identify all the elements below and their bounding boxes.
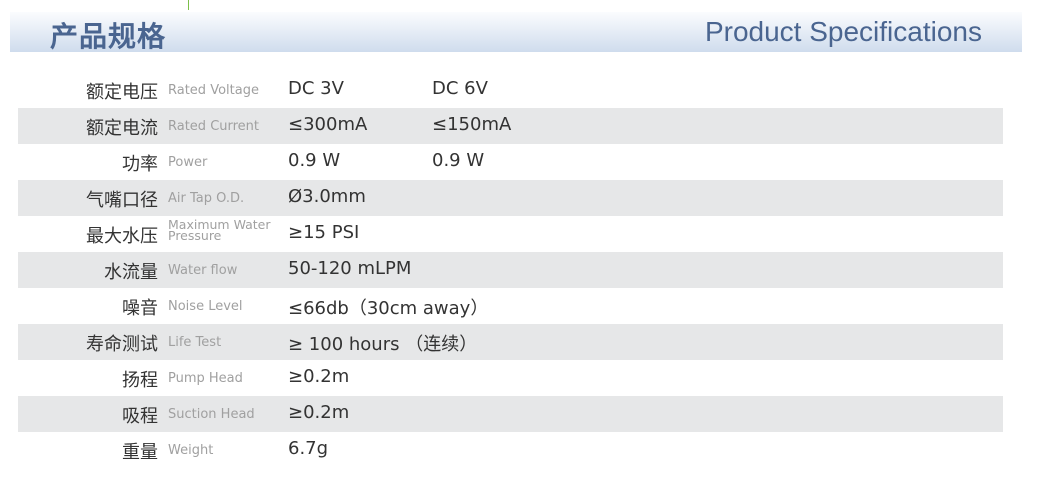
- title-english: Product Specifications: [704, 16, 982, 47]
- spec-label-en: Life Test: [168, 335, 222, 350]
- spec-label-cn: 气嘴口径: [86, 190, 158, 211]
- spec-label-cn: 功率: [122, 154, 158, 175]
- spec-value-2: DC 6V: [432, 78, 488, 99]
- spec-label-cn: 寿命测试: [86, 334, 158, 355]
- spec-row: 额定电流 Rated Current ≤300mA ≤150mA: [18, 108, 1003, 144]
- spec-label-cn: 水流量: [104, 262, 158, 283]
- spec-value-1: ≤66db（30cm away）: [288, 298, 489, 319]
- spec-value-1: 50-120 mLPM: [288, 258, 412, 279]
- spec-label-cn: 吸程: [122, 406, 158, 427]
- spec-row: 重量 Weight 6.7g: [18, 432, 1003, 468]
- spec-value-1: ≥15 PSI: [288, 222, 360, 243]
- spec-label-en: Air Tap O.D.: [168, 191, 245, 206]
- spec-value-2: 0.9 W: [432, 150, 485, 171]
- spec-label-en: Noise Level: [168, 299, 243, 314]
- spec-label-cn: 最大水压: [86, 226, 158, 247]
- spec-label-en: Maximum Water Pressure: [168, 217, 271, 243]
- spec-value-1: Ø3.0mm: [288, 186, 366, 207]
- spec-value-1: ≥0.2m: [288, 366, 350, 387]
- title-chinese: 产品规格: [50, 20, 167, 53]
- spec-label-en: Water flow: [168, 263, 238, 278]
- spec-label-cn: 额定电流: [86, 118, 158, 139]
- spec-value-1: 6.7g: [288, 438, 329, 459]
- spec-label-en: Suction Head: [168, 407, 255, 422]
- spec-label-en: Pump Head: [168, 371, 243, 386]
- spec-row: 扬程 Pump Head ≥0.2m: [18, 360, 1003, 396]
- spec-value-1: DC 3V: [288, 78, 344, 99]
- spec-row: 噪音 Noise Level ≤66db（30cm away）: [18, 288, 1003, 324]
- spec-label-cn: 额定电压: [86, 82, 158, 103]
- spec-label-en: Weight: [168, 443, 214, 458]
- spec-row: 额定电压 Rated Voltage DC 3V DC 6V: [18, 72, 1003, 108]
- spec-row: 水流量 Water flow 50-120 mLPM: [18, 252, 1003, 288]
- spec-value-1: ≤300mA: [288, 114, 368, 135]
- spec-label-cn: 噪音: [122, 298, 158, 319]
- spec-value-1: ≥ 100 hours （连续）: [288, 334, 478, 355]
- spec-value-1: 0.9 W: [288, 150, 341, 171]
- spec-value-1: ≥0.2m: [288, 402, 350, 423]
- spec-label-en: Power: [168, 155, 208, 170]
- spec-row: 气嘴口径 Air Tap O.D. Ø3.0mm: [18, 180, 1003, 216]
- spec-label-en: Rated Voltage: [168, 83, 259, 98]
- spec-label-cn: 重量: [122, 442, 158, 463]
- spec-row: 最大水压 Maximum Water Pressure ≥15 PSI: [18, 216, 1003, 252]
- header-banner: 产品规格 Product Specifications: [10, 12, 1022, 53]
- spec-row: 吸程 Suction Head ≥0.2m: [18, 396, 1003, 432]
- accent-line: [188, 0, 189, 10]
- spec-table: 额定电压 Rated Voltage DC 3V DC 6V 额定电流 Rated Cur…: [18, 72, 1003, 468]
- spec-row: 寿命测试 Life Test ≥ 100 hours （连续）: [18, 324, 1003, 360]
- spec-value-2: ≤150mA: [432, 114, 512, 135]
- spec-label-cn: 扬程: [122, 370, 158, 391]
- spec-row: 功率 Power 0.9 W 0.9 W: [18, 144, 1003, 180]
- spec-label-en: Rated Current: [168, 119, 260, 134]
